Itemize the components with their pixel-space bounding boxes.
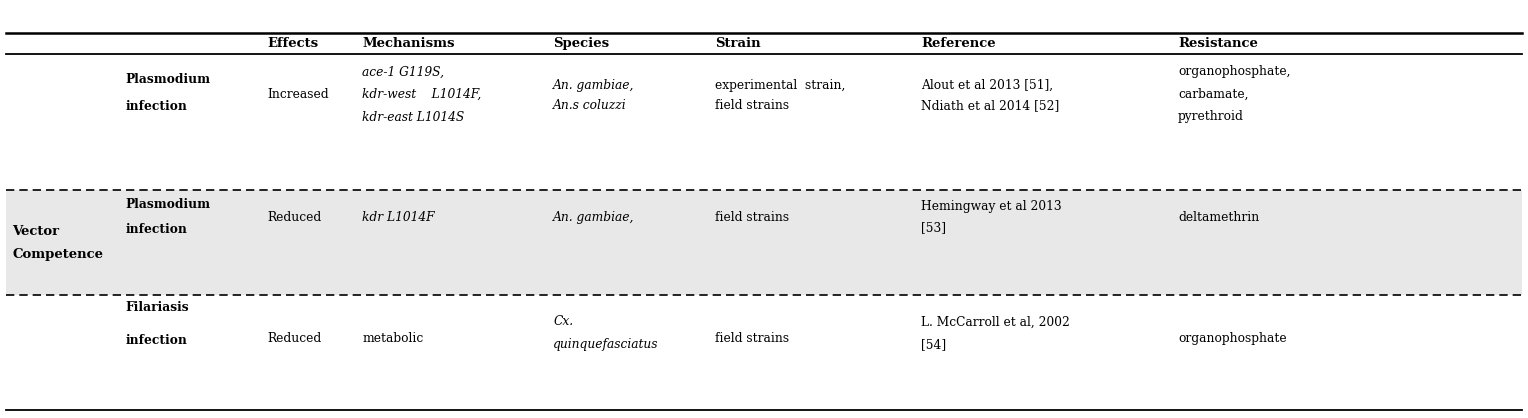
Text: kdr L1014F: kdr L1014F [362,211,435,224]
Text: Effects: Effects [267,37,318,51]
Text: quinquefasciatus: quinquefasciatus [553,338,659,352]
Text: ace-1 G119S,: ace-1 G119S, [362,65,445,79]
Text: Reduced: Reduced [267,211,322,224]
Text: field strains: field strains [715,99,790,112]
Bar [6,55,1522,190]
Text: [53]: [53] [921,221,946,234]
Text: pyrethroid: pyrethroid [1178,110,1244,123]
Text: field strains: field strains [715,332,790,345]
Text: organophosphate: organophosphate [1178,332,1287,345]
Text: Plasmodium: Plasmodium [125,73,211,86]
Text: Competence: Competence [12,248,104,262]
Text: organophosphate,: organophosphate, [1178,65,1291,79]
Text: infection: infection [125,223,186,237]
Text: deltamethrin: deltamethrin [1178,211,1259,224]
Text: [54]: [54] [921,338,946,352]
Text: experimental  strain,: experimental strain, [715,79,845,92]
Bar [6,190,1522,295]
Text: Mechanisms: Mechanisms [362,37,455,51]
Text: Filariasis: Filariasis [125,301,189,314]
Text: Cx.: Cx. [553,315,573,329]
Text: metabolic: metabolic [362,332,423,345]
Bar [6,295,1522,410]
Text: Plasmodium: Plasmodium [125,198,211,212]
Text: L. McCarroll et al, 2002: L. McCarroll et al, 2002 [921,316,1070,329]
Text: field strains: field strains [715,211,790,224]
Text: Vector: Vector [12,225,60,239]
Text: Resistance: Resistance [1178,37,1258,51]
Text: Ndiath et al 2014 [52]: Ndiath et al 2014 [52] [921,99,1059,112]
Text: An.s coluzzi: An.s coluzzi [553,99,626,112]
Text: Strain: Strain [715,37,761,51]
Text: Increased: Increased [267,87,329,101]
Text: kdr-east L1014S: kdr-east L1014S [362,110,465,124]
Text: An. gambiae,: An. gambiae, [553,79,634,92]
Text: Species: Species [553,37,610,51]
Text: infection: infection [125,100,186,113]
Text: Reduced: Reduced [267,332,322,345]
Text: Hemingway et al 2013: Hemingway et al 2013 [921,200,1062,214]
Text: infection: infection [125,334,186,347]
Text: kdr-west    L1014F,: kdr-west L1014F, [362,87,481,101]
Text: Alout et al 2013 [51],: Alout et al 2013 [51], [921,79,1053,92]
Text: An. gambiae,: An. gambiae, [553,211,634,224]
Text: carbamate,: carbamate, [1178,87,1248,101]
Text: Reference: Reference [921,37,996,51]
